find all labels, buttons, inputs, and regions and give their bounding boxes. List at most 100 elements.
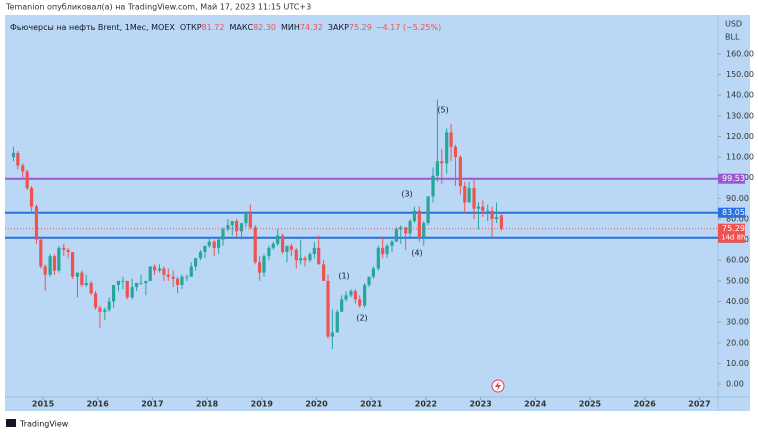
candle-body: [216, 239, 221, 248]
x-tick-label: 2018: [196, 400, 219, 409]
candle-body: [481, 206, 485, 211]
x-tick-label: 2020: [305, 400, 328, 409]
x-tick-label: 2016: [87, 400, 110, 409]
legend-key: ОТКР: [180, 23, 202, 32]
candle-body: [198, 251, 203, 259]
candle-body: [417, 210, 421, 238]
candle-body: [29, 188, 34, 207]
x-tick-label: 2025: [579, 400, 602, 409]
lightning-icon[interactable]: [491, 379, 505, 393]
candle-body: [276, 235, 280, 244]
candle-body: [11, 152, 16, 158]
candle-body: [467, 188, 471, 203]
legend-key: МИН: [281, 23, 300, 32]
candle-body: [303, 258, 307, 261]
candle-body: [381, 247, 385, 255]
candle-body: [299, 258, 303, 261]
candle-body: [84, 282, 88, 285]
y-tick-label: 80.00: [726, 214, 749, 223]
candle-body: [111, 284, 116, 302]
x-tick-label: 2019: [251, 400, 274, 409]
candle-body: [39, 239, 43, 267]
candle-body: [16, 152, 20, 166]
candle-body: [121, 280, 125, 282]
candle-body: [404, 227, 408, 234]
x-tick-label: 2026: [634, 400, 657, 409]
legend-key: МАКС: [229, 23, 253, 32]
candle-body: [490, 210, 494, 219]
candle-body: [349, 291, 353, 296]
candle-body: [239, 223, 244, 232]
candle-body: [166, 274, 170, 277]
brand-logo: TradingView: [6, 419, 69, 429]
candle-body: [130, 287, 134, 298]
level-label: 83.05: [722, 208, 745, 217]
y-tick-label: 0.00: [726, 380, 744, 389]
x-tick-label: 2022: [415, 400, 437, 409]
candle-body: [363, 284, 367, 306]
y-tick-label: 160.00: [726, 49, 754, 58]
candle-body: [476, 206, 481, 209]
candle-body: [107, 301, 111, 310]
candle-body: [139, 282, 143, 284]
wave-label: (2): [356, 314, 367, 323]
candle-body: [486, 210, 490, 212]
candle-body: [244, 212, 248, 224]
candle-body: [340, 299, 344, 312]
candle-body: [62, 247, 66, 250]
legend-value: 81.72: [202, 23, 225, 32]
candle-body: [203, 245, 207, 252]
candle-body: [322, 264, 326, 281]
y-tick-label: 110.00: [726, 153, 754, 162]
y-tick-label: 140.00: [726, 91, 754, 100]
candle-body: [185, 276, 189, 278]
y-tick-label: 50.00: [726, 276, 749, 285]
wave-label: (4): [411, 249, 422, 258]
candle-body: [453, 146, 458, 158]
candle-body: [390, 241, 394, 246]
brand: TradingView: [19, 420, 69, 429]
candle-body: [230, 221, 234, 226]
candle-body: [52, 256, 57, 271]
countdown: 14d 8h: [721, 234, 745, 242]
candle-body: [194, 258, 198, 267]
chart-legend: Фьючерсы на нефть Brent, 1Мес, MOEX ОТКР8…: [10, 23, 441, 32]
candle-body: [463, 185, 467, 203]
last-price-label: 75.29: [722, 224, 745, 233]
candle-body: [253, 227, 257, 263]
level-label: 99.53: [722, 174, 745, 183]
candle-body: [175, 278, 180, 285]
chart-title: Фьючерсы на нефть Brent, 1Мес, MOEX: [10, 23, 175, 32]
candle-body: [344, 295, 348, 300]
candle-body: [103, 309, 107, 312]
candle-body: [445, 132, 449, 164]
candle-body: [48, 256, 52, 275]
candle-body: [494, 216, 499, 219]
candle-body: [280, 235, 285, 252]
candle-body: [221, 229, 225, 240]
unit: BLL: [725, 33, 740, 42]
candle-body: [426, 196, 430, 224]
candle-body: [271, 243, 275, 248]
x-tick-label: 2024: [524, 400, 547, 409]
publisher: Temanion опубликовал(а) на TradingView.c…: [5, 3, 311, 12]
candle-body: [458, 157, 462, 186]
candle-body: [412, 210, 417, 222]
candle-body: [353, 291, 357, 300]
legend-key: ЗАКР: [328, 23, 349, 32]
candle-body: [34, 206, 39, 240]
candle-body: [317, 247, 321, 265]
candle-body: [93, 293, 98, 308]
legend-value: 82.30: [253, 23, 276, 32]
y-tick-label: 130.00: [726, 111, 754, 120]
candle-body: [180, 276, 184, 285]
candle-body: [289, 245, 293, 250]
candle-body: [308, 254, 312, 261]
candle-body: [157, 268, 162, 271]
candle-body: [235, 221, 239, 232]
x-tick-label: 2015: [32, 400, 55, 409]
candle-body: [134, 282, 139, 288]
candle-body: [408, 221, 412, 234]
candle-body: [70, 251, 75, 277]
